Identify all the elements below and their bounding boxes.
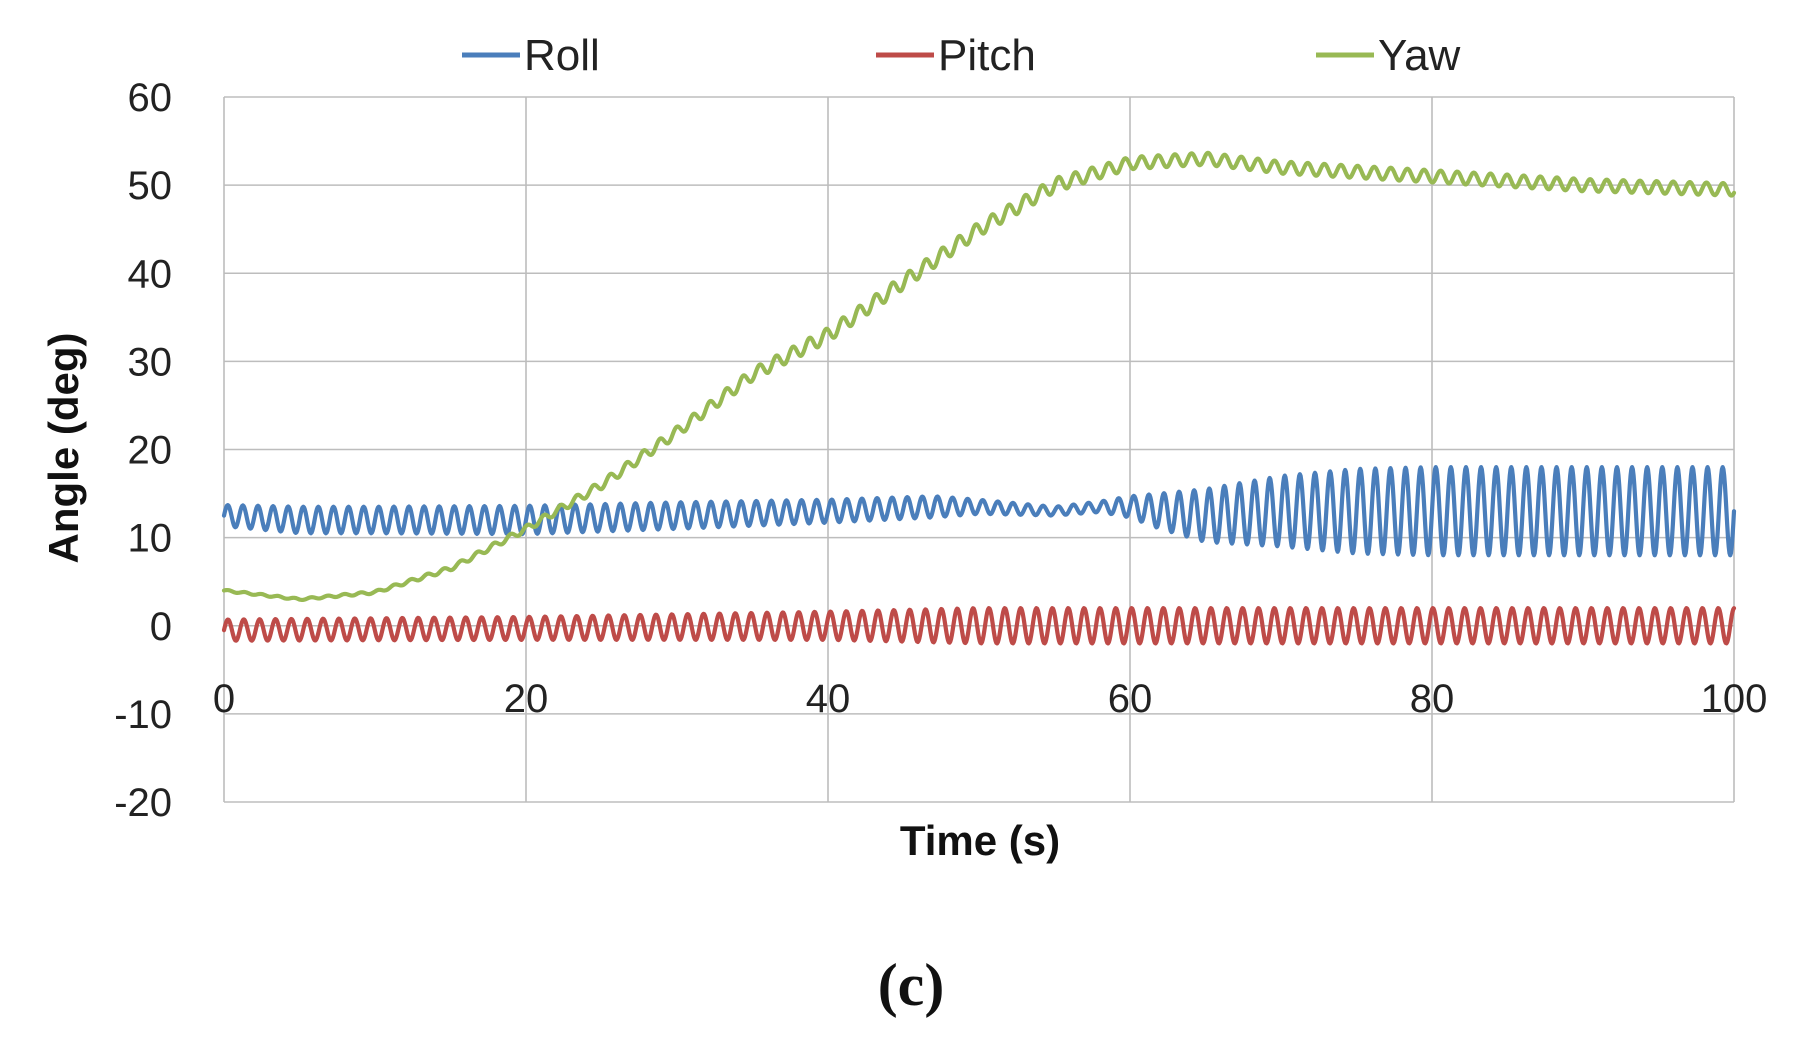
legend-label-roll: Roll (524, 31, 600, 80)
x-tick-label: 100 (1701, 677, 1768, 721)
x-tick-label: 80 (1410, 677, 1455, 721)
y-tick-label: 60 (128, 76, 173, 120)
series-line-roll (221, 465, 1737, 558)
y-tick-label: -20 (114, 781, 172, 825)
y-tick-label: 20 (128, 429, 173, 473)
y-tick-label: 30 (128, 340, 173, 384)
x-tick-label: 20 (504, 677, 549, 721)
x-tick-label: 60 (1108, 677, 1153, 721)
x-axis-title: Time (s) (900, 817, 1060, 864)
panel-label: (c) (878, 952, 945, 1018)
legend-label-pitch: Pitch (938, 31, 1036, 80)
y-axis-title: Angle (deg) (40, 333, 87, 564)
series-line-pitch (221, 606, 1737, 646)
series-lines (221, 150, 1737, 646)
y-tick-label: 0 (150, 605, 172, 649)
y-tick-label: 40 (128, 252, 173, 296)
x-tick-label: 0 (213, 677, 235, 721)
legend-label-yaw: Yaw (1378, 31, 1461, 80)
grid-lines (223, 96, 1735, 803)
y-tick-labels: -20 -10 0 10 20 30 40 50 60 (114, 76, 172, 825)
series-line-yaw (221, 150, 1737, 603)
x-tick-label: 40 (806, 677, 851, 721)
y-tick-label: -10 (114, 693, 172, 737)
y-tick-label: 50 (128, 164, 173, 208)
legend: Roll Pitch Yaw (462, 31, 1461, 80)
x-tick-labels: 0 20 40 60 80 100 (213, 677, 1768, 721)
y-tick-label: 10 (128, 517, 173, 561)
